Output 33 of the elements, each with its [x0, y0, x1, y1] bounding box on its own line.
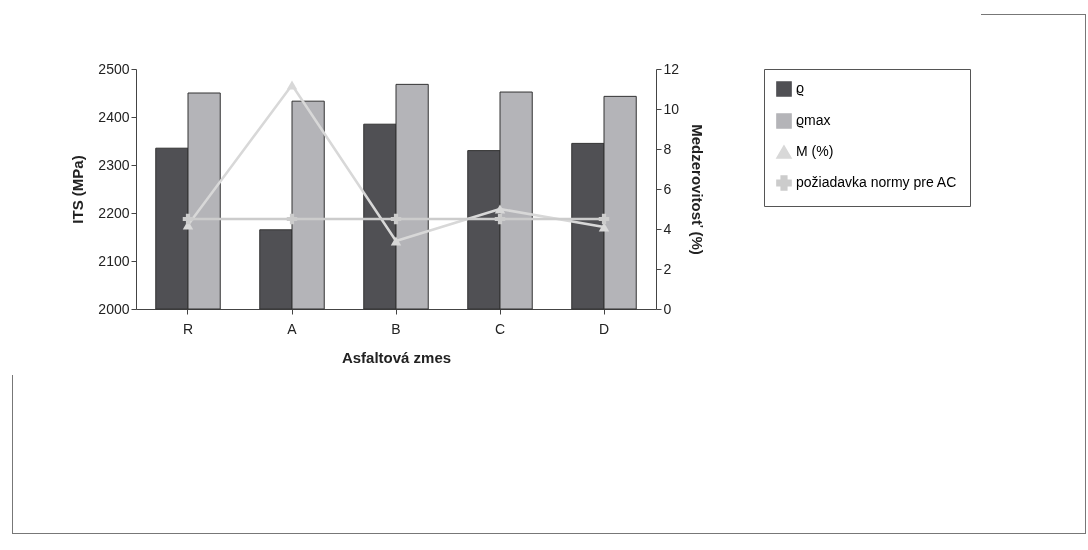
y-tick-label: 2300 — [98, 156, 130, 173]
y2-tick-label: 8 — [663, 140, 672, 157]
point — [182, 213, 194, 225]
y-tick-label: 2500 — [98, 60, 130, 77]
legend-label: požiadavka normy pre AC — [796, 174, 957, 190]
y2-tick-label: 10 — [663, 100, 680, 117]
point — [494, 213, 506, 225]
point — [286, 213, 298, 225]
legend-label: M (%) — [796, 143, 834, 159]
point — [598, 213, 610, 225]
x-tick-label: B — [391, 320, 401, 337]
legend-label: ϱmax — [796, 112, 831, 128]
y-tick-label: 2100 — [98, 252, 130, 269]
y2-tick-label: 0 — [663, 300, 672, 317]
x-tick-label: R — [182, 320, 194, 337]
y2-axis-title: Medzerovitosť (%) — [689, 124, 707, 255]
y2-tick-label: 12 — [663, 60, 680, 77]
point — [390, 213, 402, 225]
point — [390, 236, 402, 246]
x-tick-label: D — [598, 320, 610, 337]
point — [494, 204, 506, 214]
point — [286, 80, 298, 90]
x-tick-label: C — [494, 320, 506, 337]
x-axis-title: Asfaltová zmes — [341, 348, 452, 366]
y-tick-label: 2200 — [98, 204, 130, 221]
y-tick-label: 2400 — [98, 108, 130, 125]
y-tick-label: 2000 — [98, 300, 130, 317]
y2-tick-label: 2 — [663, 260, 672, 277]
x-tick-label: A — [287, 320, 298, 337]
y2-tick-label: 4 — [663, 220, 672, 237]
y-axis-title: ITS (MPa) — [69, 155, 87, 224]
y2-tick-label: 6 — [663, 180, 672, 197]
legend-label: ϱ — [796, 80, 805, 96]
